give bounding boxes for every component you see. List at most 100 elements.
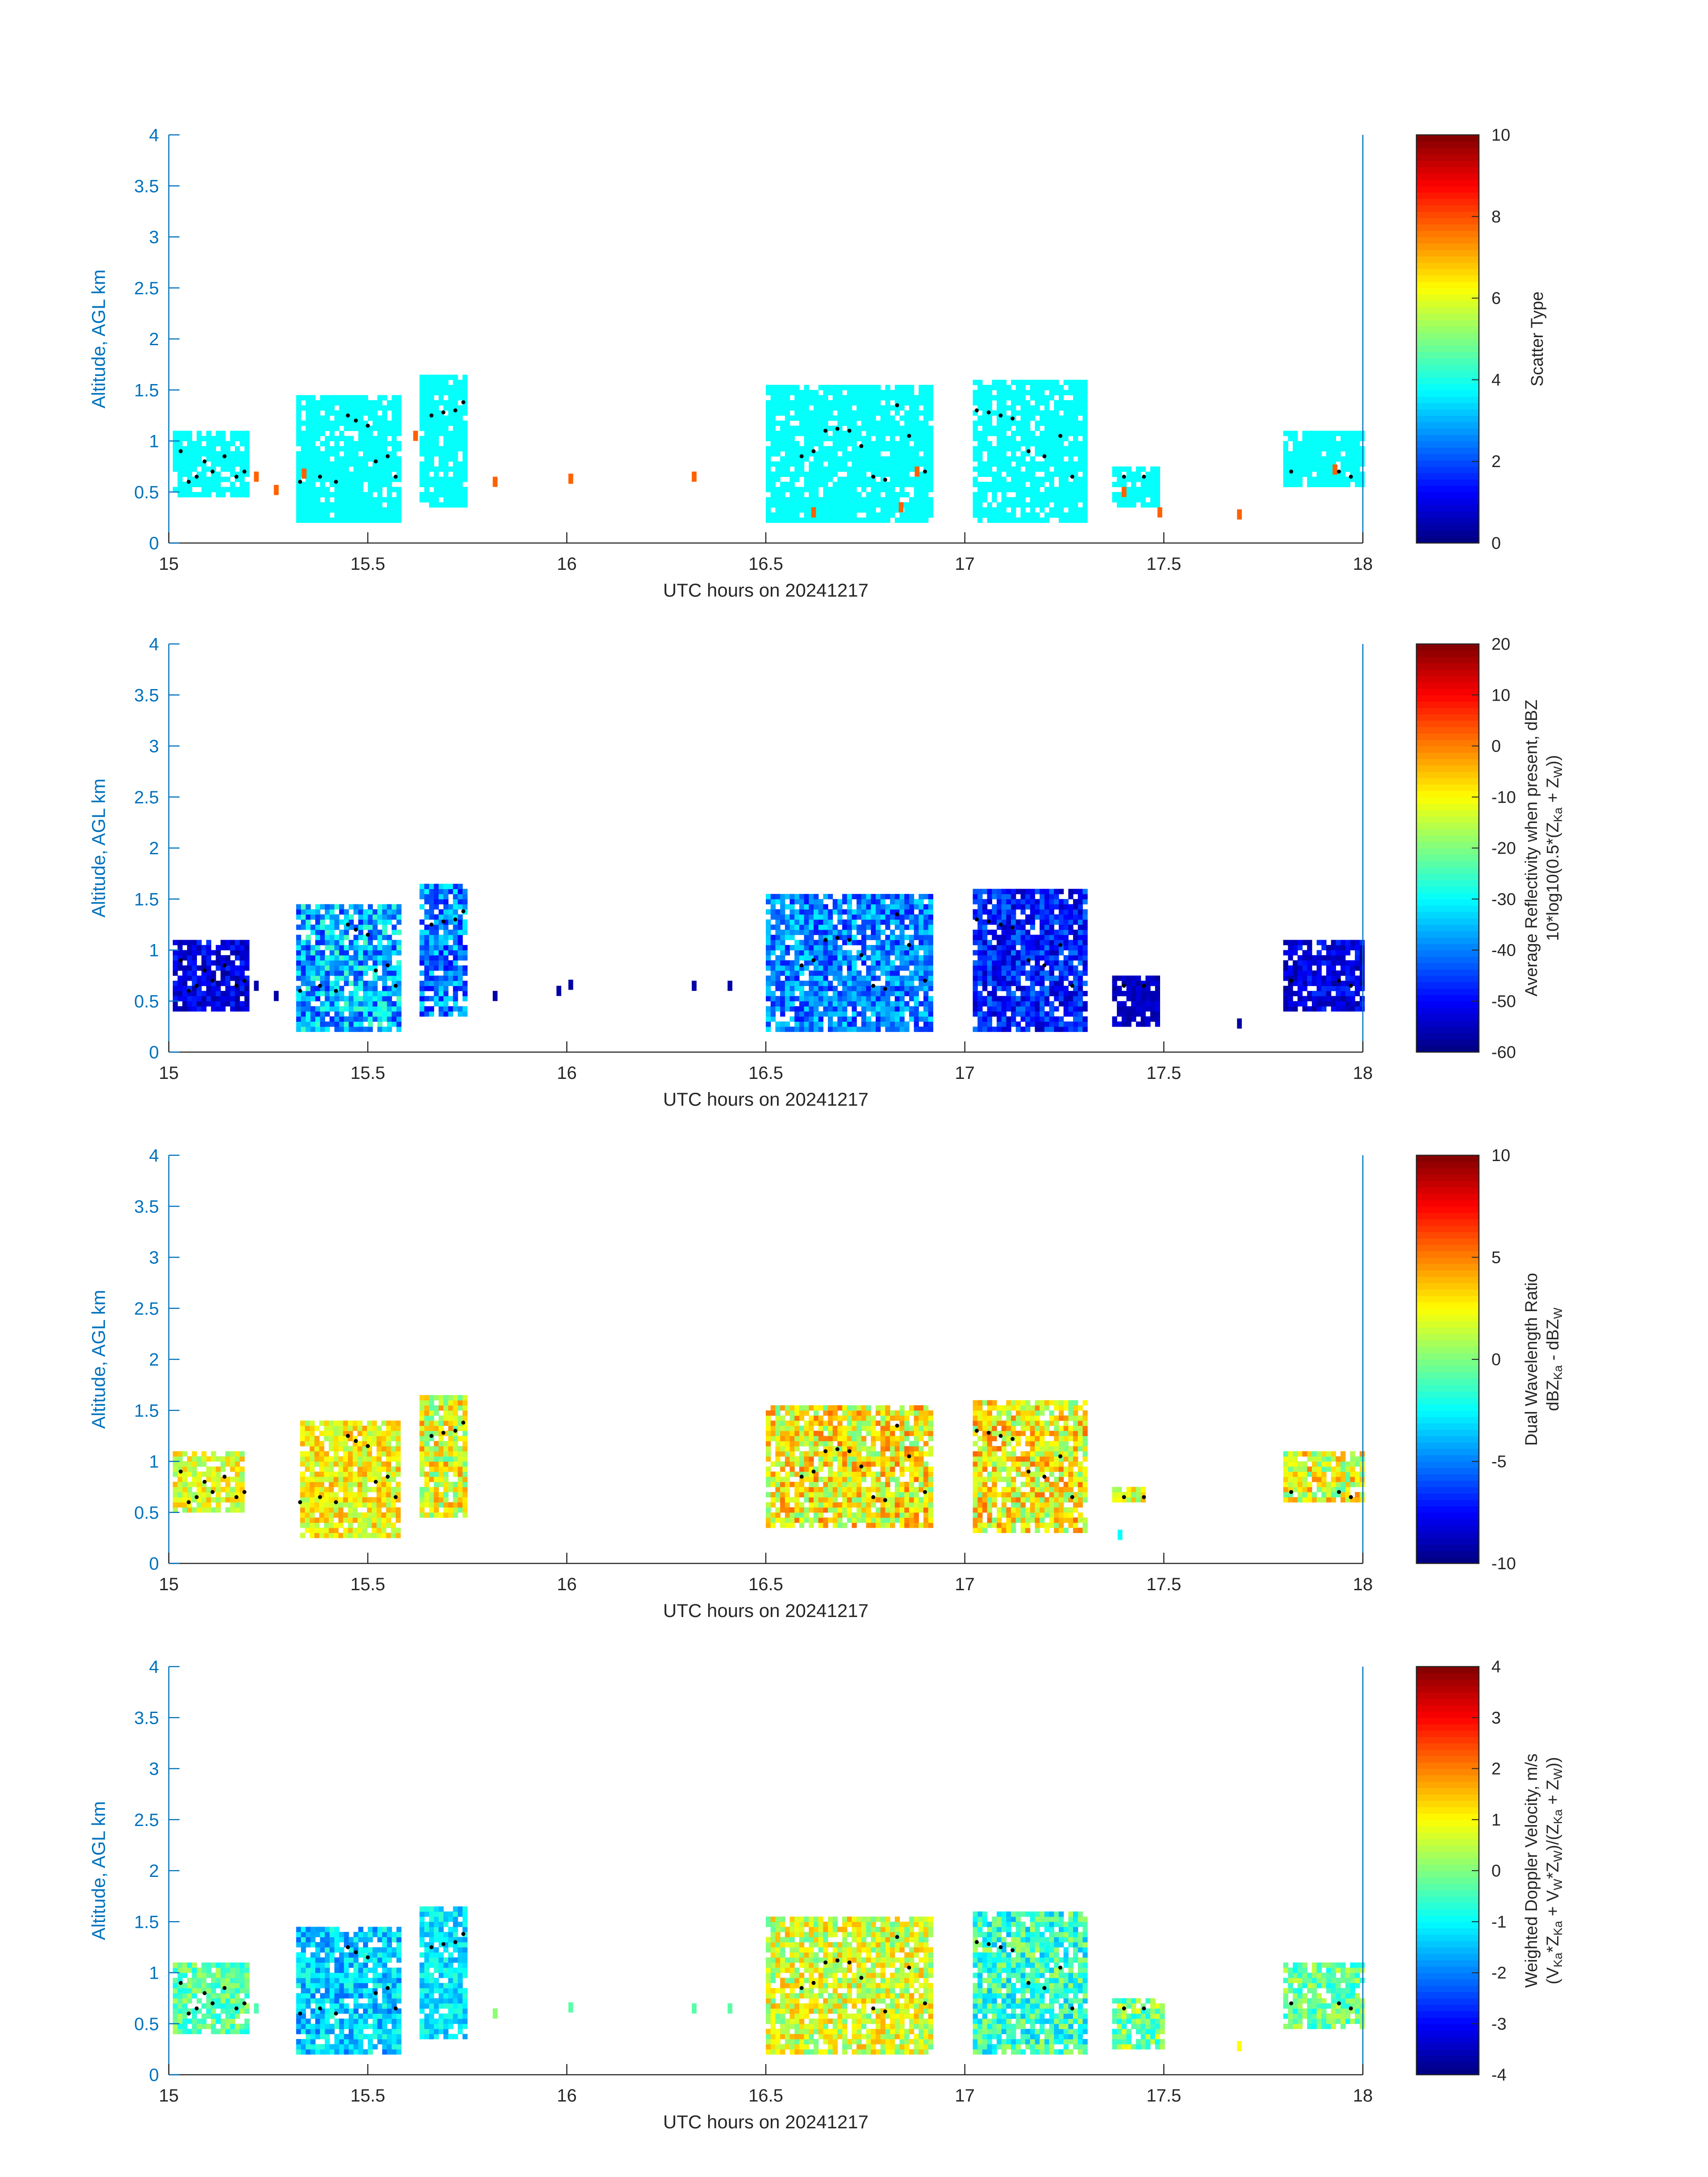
heatmap-cell xyxy=(434,914,439,920)
heatmap-cell xyxy=(818,517,823,523)
heatmap-cell xyxy=(832,1001,838,1007)
heatmap-cell xyxy=(330,420,335,426)
heatmap-cell xyxy=(320,400,325,406)
colorbar-tick-label: 0 xyxy=(1491,534,1501,553)
heatmap-cell xyxy=(871,451,876,457)
heatmap-cell xyxy=(330,955,335,961)
heatmap-cell xyxy=(780,1011,785,1017)
heatmap-cell xyxy=(1073,446,1078,451)
heatmap-cell xyxy=(775,390,781,396)
heatmap-cell xyxy=(1030,436,1036,442)
heatmap-cell xyxy=(894,1026,900,1032)
heatmap-cell xyxy=(353,935,359,940)
heatmap-cell xyxy=(861,456,867,462)
heatmap-cell xyxy=(1082,390,1088,396)
heatmap-cell xyxy=(1011,380,1016,385)
heatmap-cell xyxy=(785,1001,790,1007)
heatmap-cell xyxy=(172,990,178,996)
heatmap-cell xyxy=(885,420,890,426)
heatmap-cell xyxy=(339,461,344,467)
heatmap-cell xyxy=(419,492,425,497)
heatmap-cell xyxy=(799,1011,805,1017)
heatmap-cell xyxy=(1054,986,1059,991)
heatmap-cell xyxy=(367,945,373,951)
heatmap-cell xyxy=(367,456,373,462)
colorbar-step xyxy=(1416,275,1479,282)
heatmap-cell xyxy=(1049,899,1054,905)
heatmap-cell xyxy=(196,436,202,442)
heatmap-cell xyxy=(1117,472,1122,477)
heatmap-cell xyxy=(828,1016,833,1022)
heatmap-cell xyxy=(809,904,814,910)
heatmap-cell xyxy=(1035,1001,1040,1007)
heatmap-cell xyxy=(928,451,933,457)
heatmap-cell xyxy=(1068,507,1073,513)
colorbar-step xyxy=(1416,217,1479,225)
heatmap-cell xyxy=(1157,507,1162,518)
heatmap-cell xyxy=(973,456,978,462)
heatmap-cell xyxy=(1006,996,1011,1002)
heatmap-cell xyxy=(424,441,430,447)
heatmap-cell xyxy=(334,395,340,401)
heatmap-cell xyxy=(1020,950,1026,956)
heatmap-cell xyxy=(832,451,838,457)
heatmap-cell xyxy=(211,472,216,477)
heatmap-cell xyxy=(429,884,434,889)
heatmap-cell xyxy=(353,410,359,416)
heatmap-cell xyxy=(363,1011,368,1017)
heatmap-cell xyxy=(358,466,363,472)
heatmap-cell xyxy=(387,472,392,477)
heatmap-cell xyxy=(363,960,368,966)
heatmap-cell xyxy=(1054,940,1059,945)
heatmap-cell xyxy=(977,1001,983,1007)
heatmap-cell xyxy=(424,884,430,889)
heatmap-cell xyxy=(928,975,933,981)
trace-dot xyxy=(346,413,350,418)
heatmap-cell xyxy=(1136,492,1141,497)
heatmap-cell xyxy=(766,415,771,421)
heatmap-cell xyxy=(296,481,301,487)
colorbar-step xyxy=(1416,160,1479,167)
heatmap-cell xyxy=(871,384,876,390)
heatmap-cell xyxy=(211,456,216,462)
heatmap-cell xyxy=(1073,380,1078,385)
heatmap-cell xyxy=(1006,415,1011,421)
heatmap-cell xyxy=(1049,904,1054,910)
heatmap-cell xyxy=(1350,466,1355,472)
heatmap-cell xyxy=(429,894,434,899)
heatmap-cell xyxy=(828,451,833,457)
x-tick-label: 17 xyxy=(955,554,975,574)
heatmap-cell xyxy=(1015,986,1021,991)
heatmap-cell xyxy=(997,1026,1002,1032)
heatmap-cell xyxy=(847,990,852,996)
heatmap-cell xyxy=(814,405,819,411)
heatmap-cell xyxy=(462,945,468,951)
heatmap-cell xyxy=(837,919,843,925)
heatmap-cell xyxy=(880,481,885,487)
heatmap-cell xyxy=(382,1011,388,1017)
colorbar-step xyxy=(1416,211,1479,218)
heatmap-cell xyxy=(353,487,359,493)
heatmap-cell xyxy=(320,986,325,991)
heatmap-cell xyxy=(192,441,197,447)
heatmap-cell xyxy=(424,430,430,436)
heatmap-cell xyxy=(842,955,848,961)
heatmap-cell xyxy=(770,472,776,477)
heatmap-cell xyxy=(1044,924,1050,930)
heatmap-cell xyxy=(992,929,997,935)
heatmap-cell xyxy=(770,410,776,416)
heatmap-cell xyxy=(392,400,397,406)
heatmap-cell xyxy=(847,970,852,976)
heatmap-cell xyxy=(1063,945,1069,951)
heatmap-cell xyxy=(770,487,776,493)
heatmap-cell xyxy=(890,466,895,472)
heatmap-cell xyxy=(856,899,862,905)
heatmap-cell xyxy=(429,451,434,457)
heatmap-cell xyxy=(334,1026,340,1032)
trace-dot xyxy=(298,480,302,484)
heatmap-cell xyxy=(828,1006,833,1012)
heatmap-cell xyxy=(225,466,230,472)
heatmap-cell xyxy=(1001,436,1006,442)
heatmap-cell xyxy=(367,990,373,996)
